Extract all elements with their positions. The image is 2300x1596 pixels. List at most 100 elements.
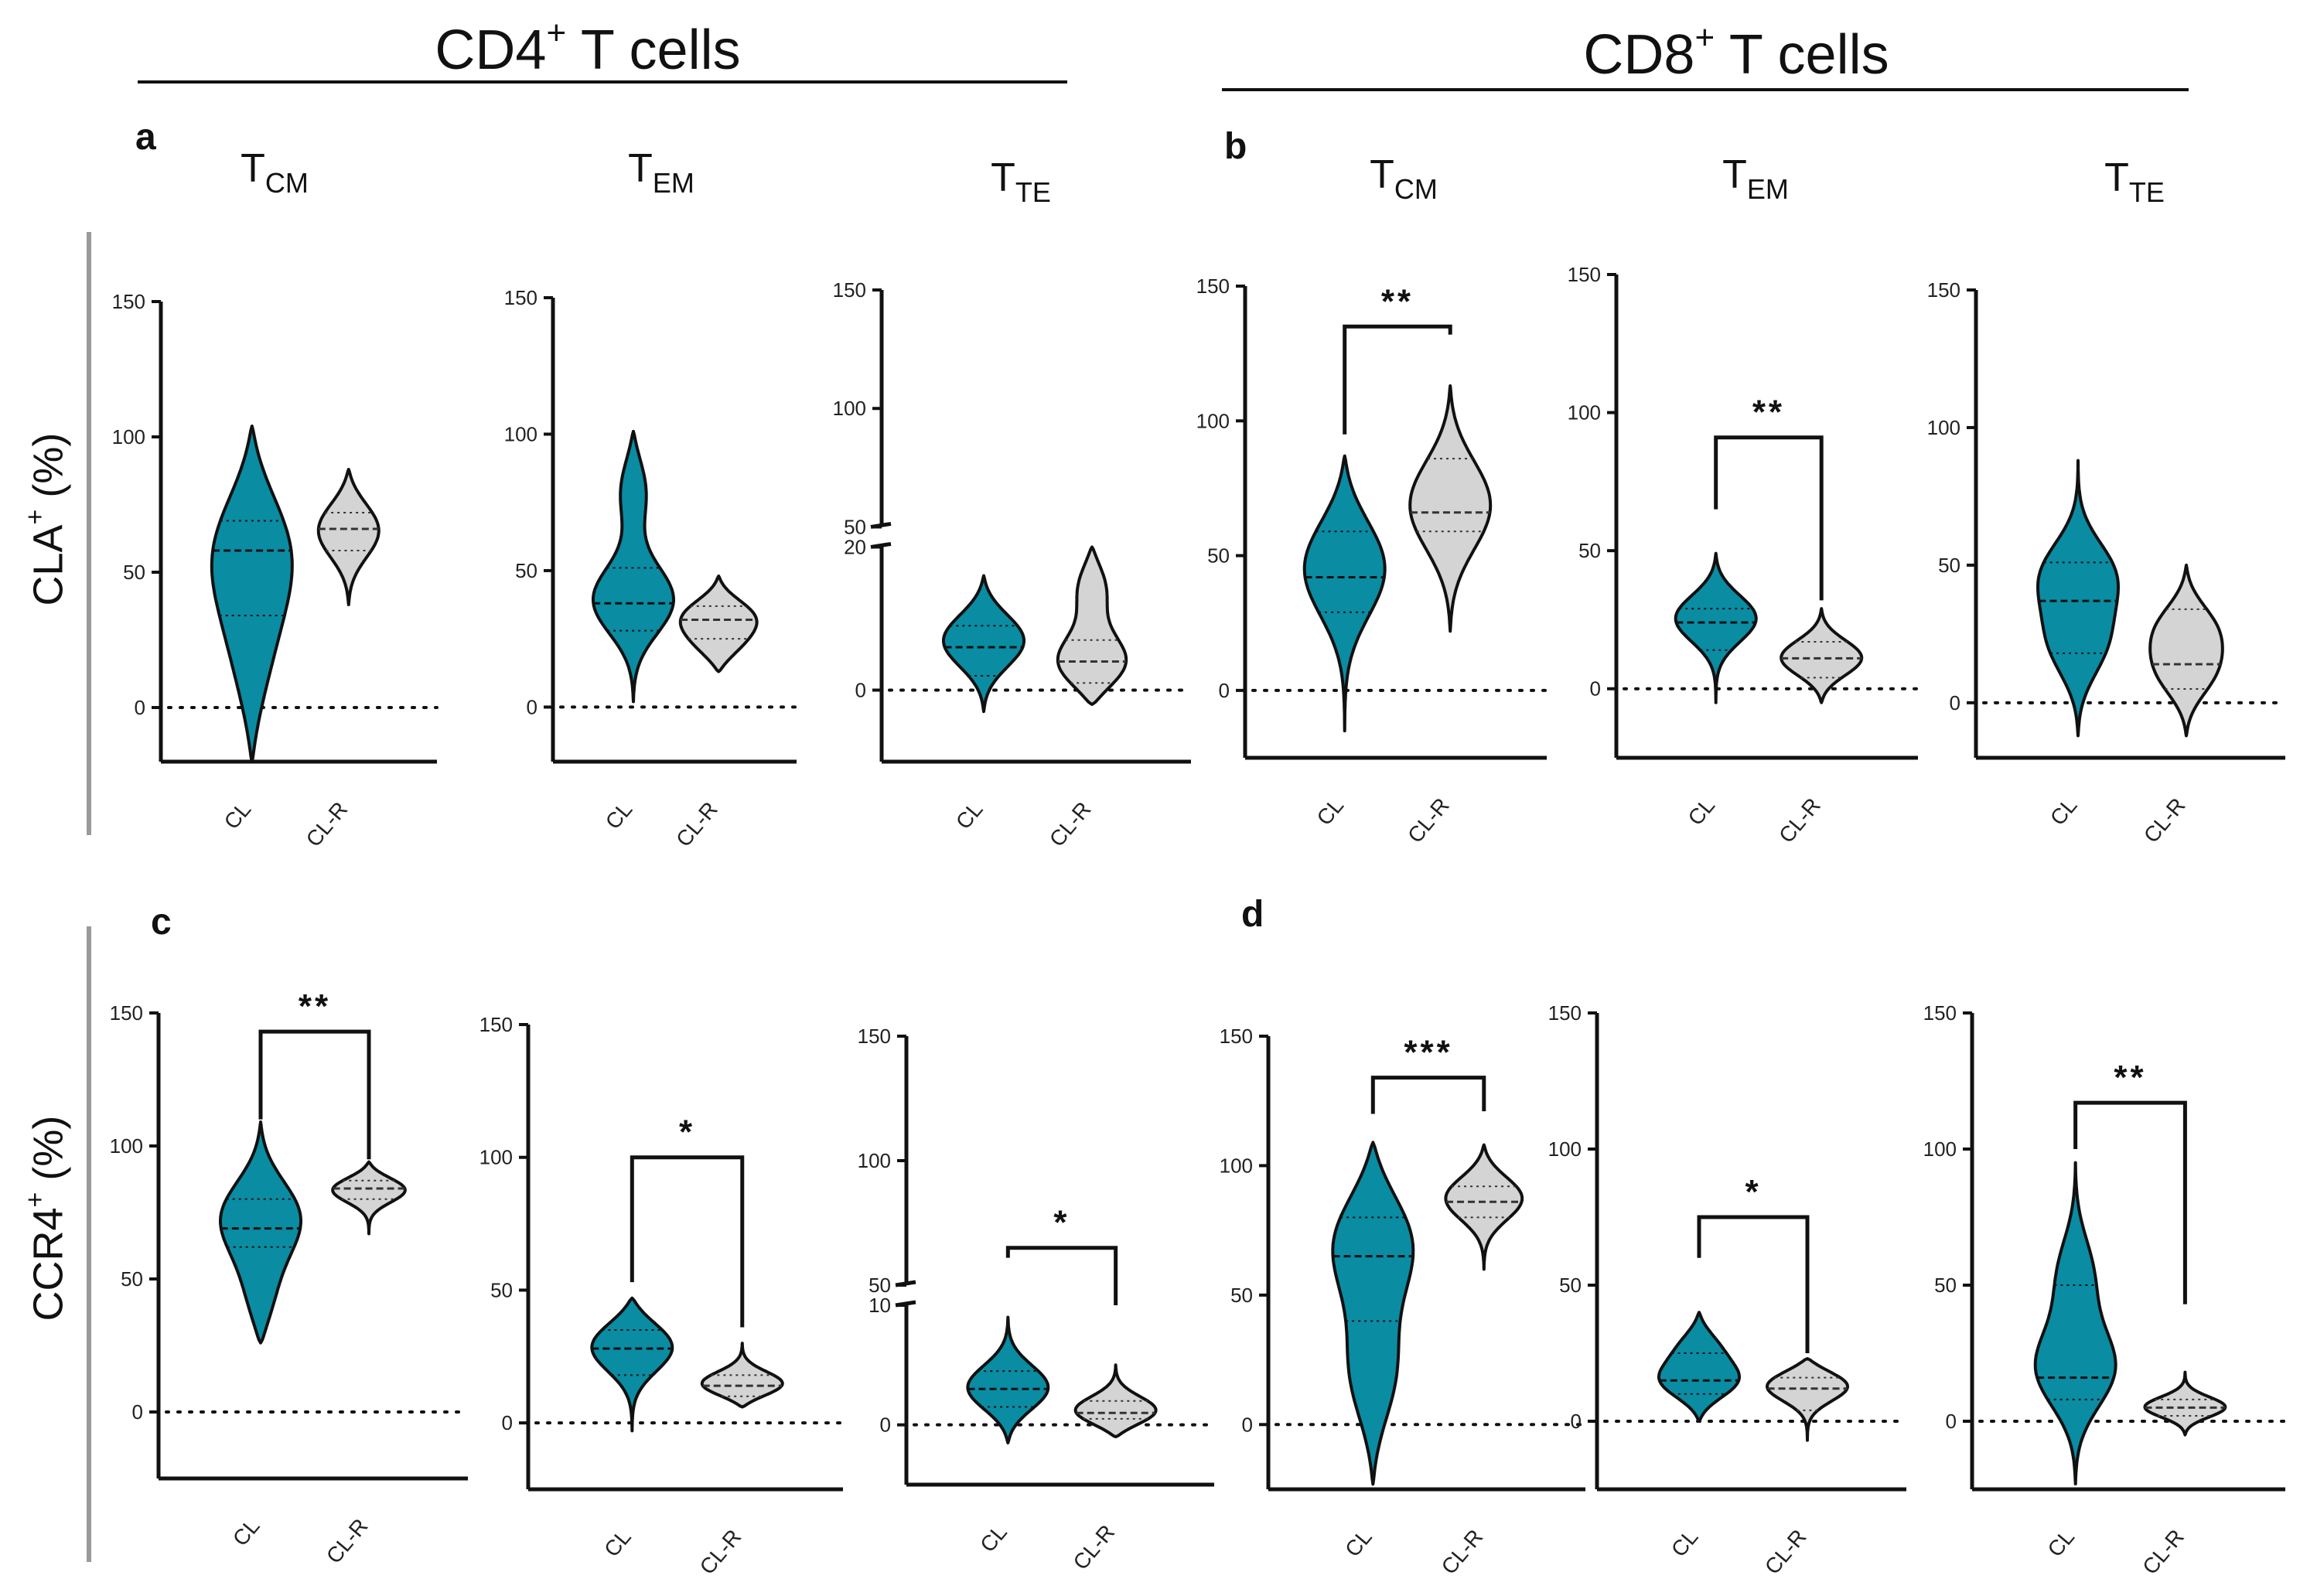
title-b3: TTE [2104,155,2165,209]
violin-d3-CL-R [2143,1370,2227,1437]
x-tick-label-b3-CL: CL [2046,793,2082,830]
x-tick-label-b2-CL-R: CL-R [1774,793,1825,847]
y-tick-label-a1-100: 100 [112,425,145,448]
violin-c3-CL [966,1315,1050,1444]
row-bar-ccr4 [87,926,91,1562]
y-tick-label-a1-0: 0 [135,696,145,719]
significance-label-d1: *** [1404,1034,1452,1072]
cd8-header-text: CD8 [1583,24,1695,86]
violin-a2-CL [592,429,675,704]
y-tick-label-a2-150: 150 [504,286,537,309]
x-tick-label-a3-CL-R: CL-R [1045,797,1096,851]
y-tick-label-d2-0: 0 [1571,1410,1582,1433]
y-tick-label-c2-0: 0 [502,1411,513,1434]
chart-c2: 0 50 100 150 CL CL-R * [479,1013,845,1579]
title-a1-main: T [241,146,265,191]
x-tick-label-a2-CL-R: CL-R [671,797,722,851]
significance-label-c3: * [1053,1204,1070,1242]
title-a3-main: T [991,155,1015,200]
chart-a2: 0 50 100 150 CL CL-R [504,286,798,851]
violin-a1-CL [210,425,294,763]
panel-label-c: c [151,902,172,943]
y-tick-label-c2-50: 50 [490,1278,513,1301]
y-tick-label-d3-0: 0 [1946,1410,1957,1433]
violin-a1-CL-R [316,468,380,606]
x-tick-label-c3-CL-R: CL-R [1068,1520,1119,1574]
significance-bracket-d3 [2073,1100,2187,1304]
y-tick-label-a3-20: 20 [844,535,866,558]
y-tick-label-c3-50: 50 [868,1274,891,1297]
chart-c1: 0 50 100 150 CL CL-R ** [110,987,469,1568]
chart-d3: 0 50 100 150 CL CL-R ** [1923,1001,2287,1579]
x-tick-label-a3-CL: CL [951,797,988,834]
violin-c1-CL-R [331,1160,407,1236]
x-tick-label-d2-CL-R: CL-R [1760,1525,1811,1579]
y-tick-label-a1-150: 150 [112,290,145,313]
panel-label-b: b [1224,126,1247,167]
cd4-header-text: CD4 [435,19,547,81]
x-tick-label-d2-CL: CL [1667,1525,1703,1561]
title-b2-main: T [1722,152,1747,197]
x-tick-label-d1-CL: CL [1340,1525,1377,1561]
x-tick-label-c1-CL-R: CL-R [322,1514,373,1568]
y-tick-label-b1-50: 50 [1207,544,1230,568]
significance-bracket-d2 [1697,1215,1810,1353]
y-tick-label-c1-50: 50 [121,1267,143,1291]
y-tick-label-c2-150: 150 [479,1013,513,1036]
chart-a1: 0 50 100 150 CL CL-R [112,290,439,851]
y-tick-label-d1-0: 0 [1242,1413,1253,1436]
y-tick-label-d3-50: 50 [1934,1274,1957,1297]
y-tick-label-c2-100: 100 [479,1146,513,1169]
violin-d1-CL [1331,1141,1415,1486]
y-tick-label-b3-100: 100 [1927,416,1960,439]
violin-a3-CL [942,574,1025,714]
cd4-header-rule [138,80,1067,84]
significance-bracket-b2 [1714,435,1824,601]
title-b1-sub: CM [1394,173,1438,205]
y-tick-label-c1-100: 100 [110,1134,143,1158]
y-tick-label-b2-150: 150 [1568,263,1601,286]
violin-b2-CL-R [1780,607,1864,704]
violin-b3-CL [2036,459,2120,738]
violin-a3-CL-R [1056,545,1128,706]
violin-d2-CL [1657,1311,1741,1423]
title-a1: TCM [241,145,309,200]
y-tick-label-a2-100: 100 [504,422,537,445]
x-tick-label-c2-CL-R: CL-R [695,1525,746,1579]
violin-b1-CL [1302,454,1387,733]
y-tick-label-c1-0: 0 [132,1400,143,1424]
x-tick-label-c2-CL: CL [599,1525,636,1561]
title-b2-sub: EM [1746,173,1789,205]
y-tick-label-d2-50: 50 [1559,1274,1582,1297]
cd8-header-rule [1222,88,2189,91]
y-tick-label-d3-100: 100 [1923,1137,1957,1161]
significance-label-b1: ** [1381,282,1414,320]
y-tick-label-a3-0: 0 [855,678,866,701]
x-tick-label-b1-CL-R: CL-R [1403,793,1454,847]
title-b3-main: T [2104,155,2129,200]
x-tick-label-a2-CL: CL [601,797,637,834]
y-tick-label-d1-100: 100 [1220,1154,1253,1177]
title-b3-sub: TE [2128,176,2165,208]
significance-label-c2: * [679,1113,695,1151]
significance-bracket-c2 [630,1155,745,1328]
y-tick-label-b1-150: 150 [1196,275,1230,298]
y-tick-label-a3-100: 100 [833,397,866,420]
y-tick-label-b3-0: 0 [1950,691,1960,714]
y-tick-label-d1-50: 50 [1230,1284,1253,1307]
violin-b2-CL [1674,551,1758,704]
y-tick-label-c3-150: 150 [858,1025,891,1048]
x-tick-label-b2-CL: CL [1684,793,1720,830]
x-tick-label-b1-CL: CL [1312,793,1349,830]
y-tick-label-c3-100: 100 [858,1149,891,1172]
x-tick-label-a1-CL-R: CL-R [302,797,353,851]
violin-d3-CL [2033,1161,2117,1485]
y-tick-label-c3-10: 10 [868,1294,891,1317]
chart-b1: 0 50 100 150 CL CL-R ** [1196,275,1548,847]
y-tick-label-b3-150: 150 [1927,278,1960,302]
chart-d1: 0 50 100 150 CL CL-R *** [1220,1025,1587,1579]
panel-label-d: d [1241,894,1264,935]
